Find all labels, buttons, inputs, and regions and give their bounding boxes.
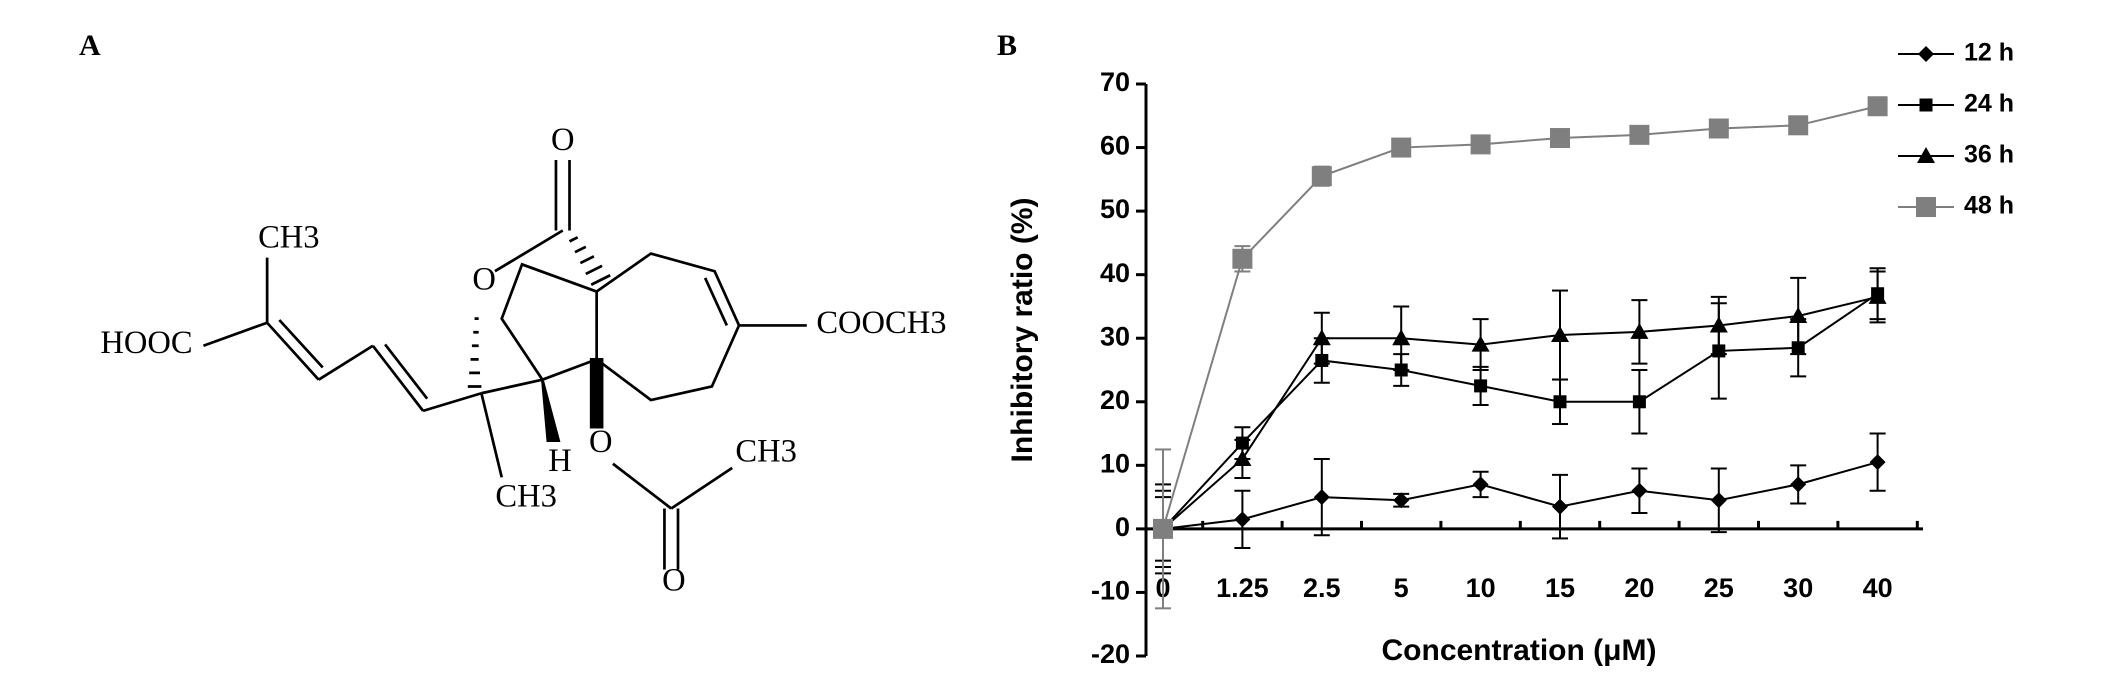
series-line [1162,105,1878,530]
atom-label: O [551,122,575,158]
legend-marker [1916,197,1936,217]
atom-label: O [472,262,496,298]
y-tick-label: 50 [1100,194,1130,224]
legend-label: 36 h [1964,141,2014,169]
data-point [1553,395,1567,409]
data-point [1790,476,1807,493]
data-point [1867,96,1888,117]
data-point [1551,326,1569,343]
structure: O CH3 HOOC O COOCH3 H O CH3 CH3 O [100,122,946,599]
atom-label: CH3 [495,478,556,514]
y-tick-label: -20 [1091,639,1130,669]
chart: B Inhibitory ratio (%) Concentration (μM… [997,29,2014,669]
data-point [1869,454,1886,471]
atom-label: H [548,443,572,479]
x-tick-label: 40 [1863,573,1893,603]
legend-label: 12 h [1964,39,2014,67]
data-point [1868,287,1887,304]
legend-marker [1918,46,1934,62]
x-tick-label: 25 [1704,573,1734,603]
data-point [1788,115,1809,136]
y-tick-label: 40 [1100,258,1130,288]
panel-label: A [79,29,101,62]
y-tick-label: -10 [1091,576,1130,606]
series-line [1162,461,1878,530]
y-tick-label: 30 [1100,321,1130,351]
y-tick-label: 0 [1115,512,1130,542]
data-point [1472,476,1489,493]
y-tick-label: 70 [1100,67,1130,97]
atom-label: CH3 [735,434,796,470]
data-point [1392,329,1411,346]
data-point [1550,128,1570,149]
data-point [1632,395,1646,409]
data-point [1710,492,1727,509]
legend-marker [1917,147,1935,163]
data-point [1313,489,1330,506]
x-tick-label: 30 [1783,573,1813,603]
legend-label: 24 h [1964,90,2014,118]
data-point [1474,379,1488,393]
x-tick-label: 10 [1466,573,1496,603]
data-point [1631,482,1648,499]
atom-label: O [589,424,613,460]
legend-label: 48 h [1964,192,2014,220]
y-tick-label: 20 [1100,385,1130,415]
data-point [1311,166,1332,187]
y-tick-label: 60 [1100,131,1130,161]
y-axis-title: Inhibitory ratio (%) [1006,198,1039,463]
data-point [1630,322,1649,339]
data-point [1234,511,1251,528]
data-point [1312,329,1331,346]
x-tick-label: 15 [1545,573,1575,603]
data-point [1471,335,1490,352]
data-point [1629,124,1650,145]
data-point [1232,248,1253,269]
x-tick-label: 1.25 [1216,573,1269,603]
data-point [1393,492,1410,509]
legend-marker [1919,98,1933,112]
atom-label: CH3 [258,219,319,255]
x-tick-label: 2.5 [1303,573,1341,603]
data-point [1391,137,1412,158]
data-point [1153,518,1173,539]
data-point [1470,134,1491,155]
x-tick-label: 20 [1624,573,1654,603]
series-line [1162,292,1879,530]
data-point [1233,449,1252,466]
data-point [1708,118,1729,139]
panel-label: B [997,29,1017,62]
x-axis-title: Concentration (μM) [1382,634,1657,667]
y-tick-label: 10 [1100,448,1130,478]
series-line [1162,295,1878,530]
data-point [1552,498,1568,515]
atom-label: COOCH3 [816,305,946,341]
atom-label: HOOC [100,325,192,361]
data-point [1789,306,1808,323]
x-tick-label: 5 [1394,573,1409,603]
atom-label: O [662,563,686,599]
data-point [1709,316,1728,333]
